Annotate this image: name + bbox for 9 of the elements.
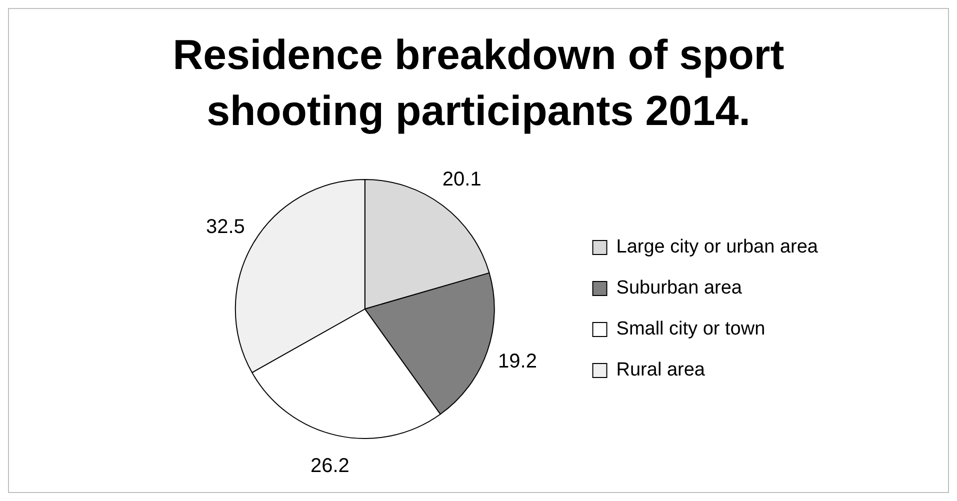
data-label: 20.1 [442, 168, 482, 190]
data-label: 32.5 [206, 216, 245, 238]
data-label: 26.2 [310, 455, 350, 478]
data-label: 19.2 [498, 350, 537, 372]
legend-label: Suburban area [616, 278, 742, 299]
chart-title: Residence breakdown of sport shooting participants 2014. [172, 30, 786, 136]
legend-label: Small city or town [616, 318, 766, 340]
legend-label: Rural area [616, 360, 706, 381]
legend-label: Large city or urban area [616, 236, 818, 258]
